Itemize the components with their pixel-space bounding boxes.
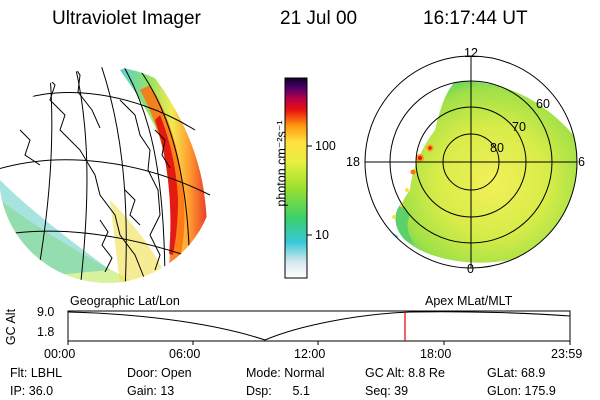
orbit-ylabel: GC Alt bbox=[4, 308, 19, 346]
right-panel-caption: Apex MLat/MLT bbox=[425, 294, 513, 308]
geographic-panel bbox=[0, 67, 211, 283]
orbit-ytick-high: 9.0 bbox=[37, 305, 55, 319]
instrument-title: Ultraviolet Imager bbox=[52, 8, 201, 29]
polar-cap-emission bbox=[399, 81, 577, 263]
mlat-label-60: 60 bbox=[536, 97, 550, 111]
colorbar-tick-100: 100 bbox=[315, 139, 336, 153]
colorbar-tick-10: 10 bbox=[315, 228, 329, 242]
polar-panel bbox=[364, 55, 578, 269]
orbit-xtick-0600: 06:00 bbox=[169, 347, 201, 361]
orbit-altitude-plot bbox=[67, 310, 571, 345]
polar-grid bbox=[364, 55, 578, 269]
glon-info: GLon: 175.9 bbox=[487, 384, 556, 398]
seq-info: Seq: 39 bbox=[365, 384, 409, 398]
glat-info: GLat: 68.9 bbox=[487, 366, 546, 380]
mlat-label-70: 70 bbox=[512, 120, 526, 134]
gc-alt-info: GC Alt: 8.8 Re bbox=[365, 366, 445, 380]
orbit-xtick-2359: 23:59 bbox=[551, 347, 583, 361]
left-panel-caption: Geographic Lat/Lon bbox=[70, 294, 180, 308]
colorbar-unit-label: photon cm⁻²s⁻¹ bbox=[274, 120, 289, 207]
altitude-curve bbox=[67, 311, 571, 341]
auroral-emission-core bbox=[155, 115, 178, 255]
filter-info: Flt: LBHL bbox=[10, 366, 63, 380]
color-bar bbox=[284, 77, 312, 279]
mlat-label-80: 80 bbox=[490, 141, 504, 155]
mlt-label-12: 12 bbox=[464, 46, 478, 60]
dsp-info: Dsp: 5.1 bbox=[246, 384, 310, 398]
orbit-xtick-0000: 00:00 bbox=[44, 347, 76, 361]
mlt-label-18: 18 bbox=[346, 155, 360, 169]
gain-info: Gain: 13 bbox=[127, 384, 175, 398]
door-info: Door: Open bbox=[127, 366, 192, 380]
date-label: 21 Jul 00 bbox=[280, 8, 358, 29]
time-label: 16:17:44 UT bbox=[423, 8, 528, 29]
auroral-emission-broad bbox=[120, 67, 207, 283]
orbit-xtick-1800: 18:00 bbox=[420, 347, 452, 361]
mlt-label-6: 6 bbox=[578, 155, 585, 169]
orbit-ytick-low: 1.8 bbox=[37, 325, 55, 339]
ip-info: IP: 36.0 bbox=[10, 384, 54, 398]
orbit-xtick-1200: 12:00 bbox=[294, 347, 326, 361]
mode-info: Mode: Normal bbox=[246, 366, 325, 380]
coastlines bbox=[19, 67, 171, 281]
mlt-label-0: 0 bbox=[467, 262, 474, 276]
